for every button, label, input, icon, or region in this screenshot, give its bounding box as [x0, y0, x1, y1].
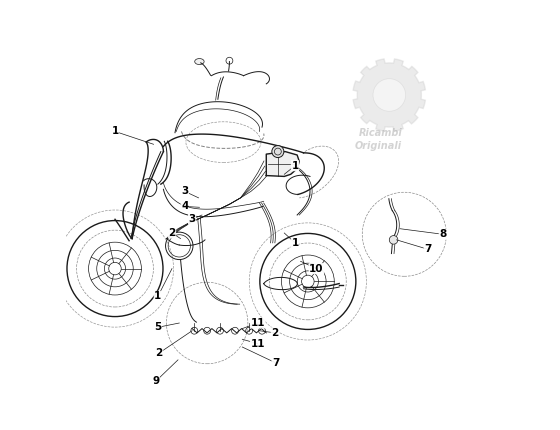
Text: 11: 11 — [250, 338, 265, 349]
Text: 7: 7 — [424, 244, 432, 254]
Text: 4: 4 — [181, 201, 189, 212]
Text: 5: 5 — [154, 322, 161, 332]
Text: 7: 7 — [272, 358, 279, 368]
Text: 1: 1 — [291, 238, 298, 248]
Text: 8: 8 — [439, 229, 446, 239]
Text: 1: 1 — [291, 161, 298, 171]
Text: 3: 3 — [181, 187, 189, 197]
Ellipse shape — [195, 58, 204, 64]
Text: 3: 3 — [189, 214, 196, 224]
Polygon shape — [267, 151, 299, 176]
Circle shape — [389, 236, 398, 244]
Text: 1: 1 — [111, 126, 119, 136]
Text: 9: 9 — [152, 376, 159, 386]
Circle shape — [272, 146, 284, 157]
Text: 2: 2 — [271, 328, 278, 338]
Text: Originali: Originali — [355, 141, 402, 150]
Text: Ricambi: Ricambi — [360, 128, 403, 138]
Text: 1: 1 — [154, 292, 161, 301]
Text: 2: 2 — [169, 228, 176, 238]
Text: 10: 10 — [309, 264, 324, 273]
Text: 11: 11 — [250, 318, 265, 328]
Text: 2: 2 — [156, 348, 163, 358]
Circle shape — [373, 79, 405, 111]
Polygon shape — [353, 59, 426, 131]
